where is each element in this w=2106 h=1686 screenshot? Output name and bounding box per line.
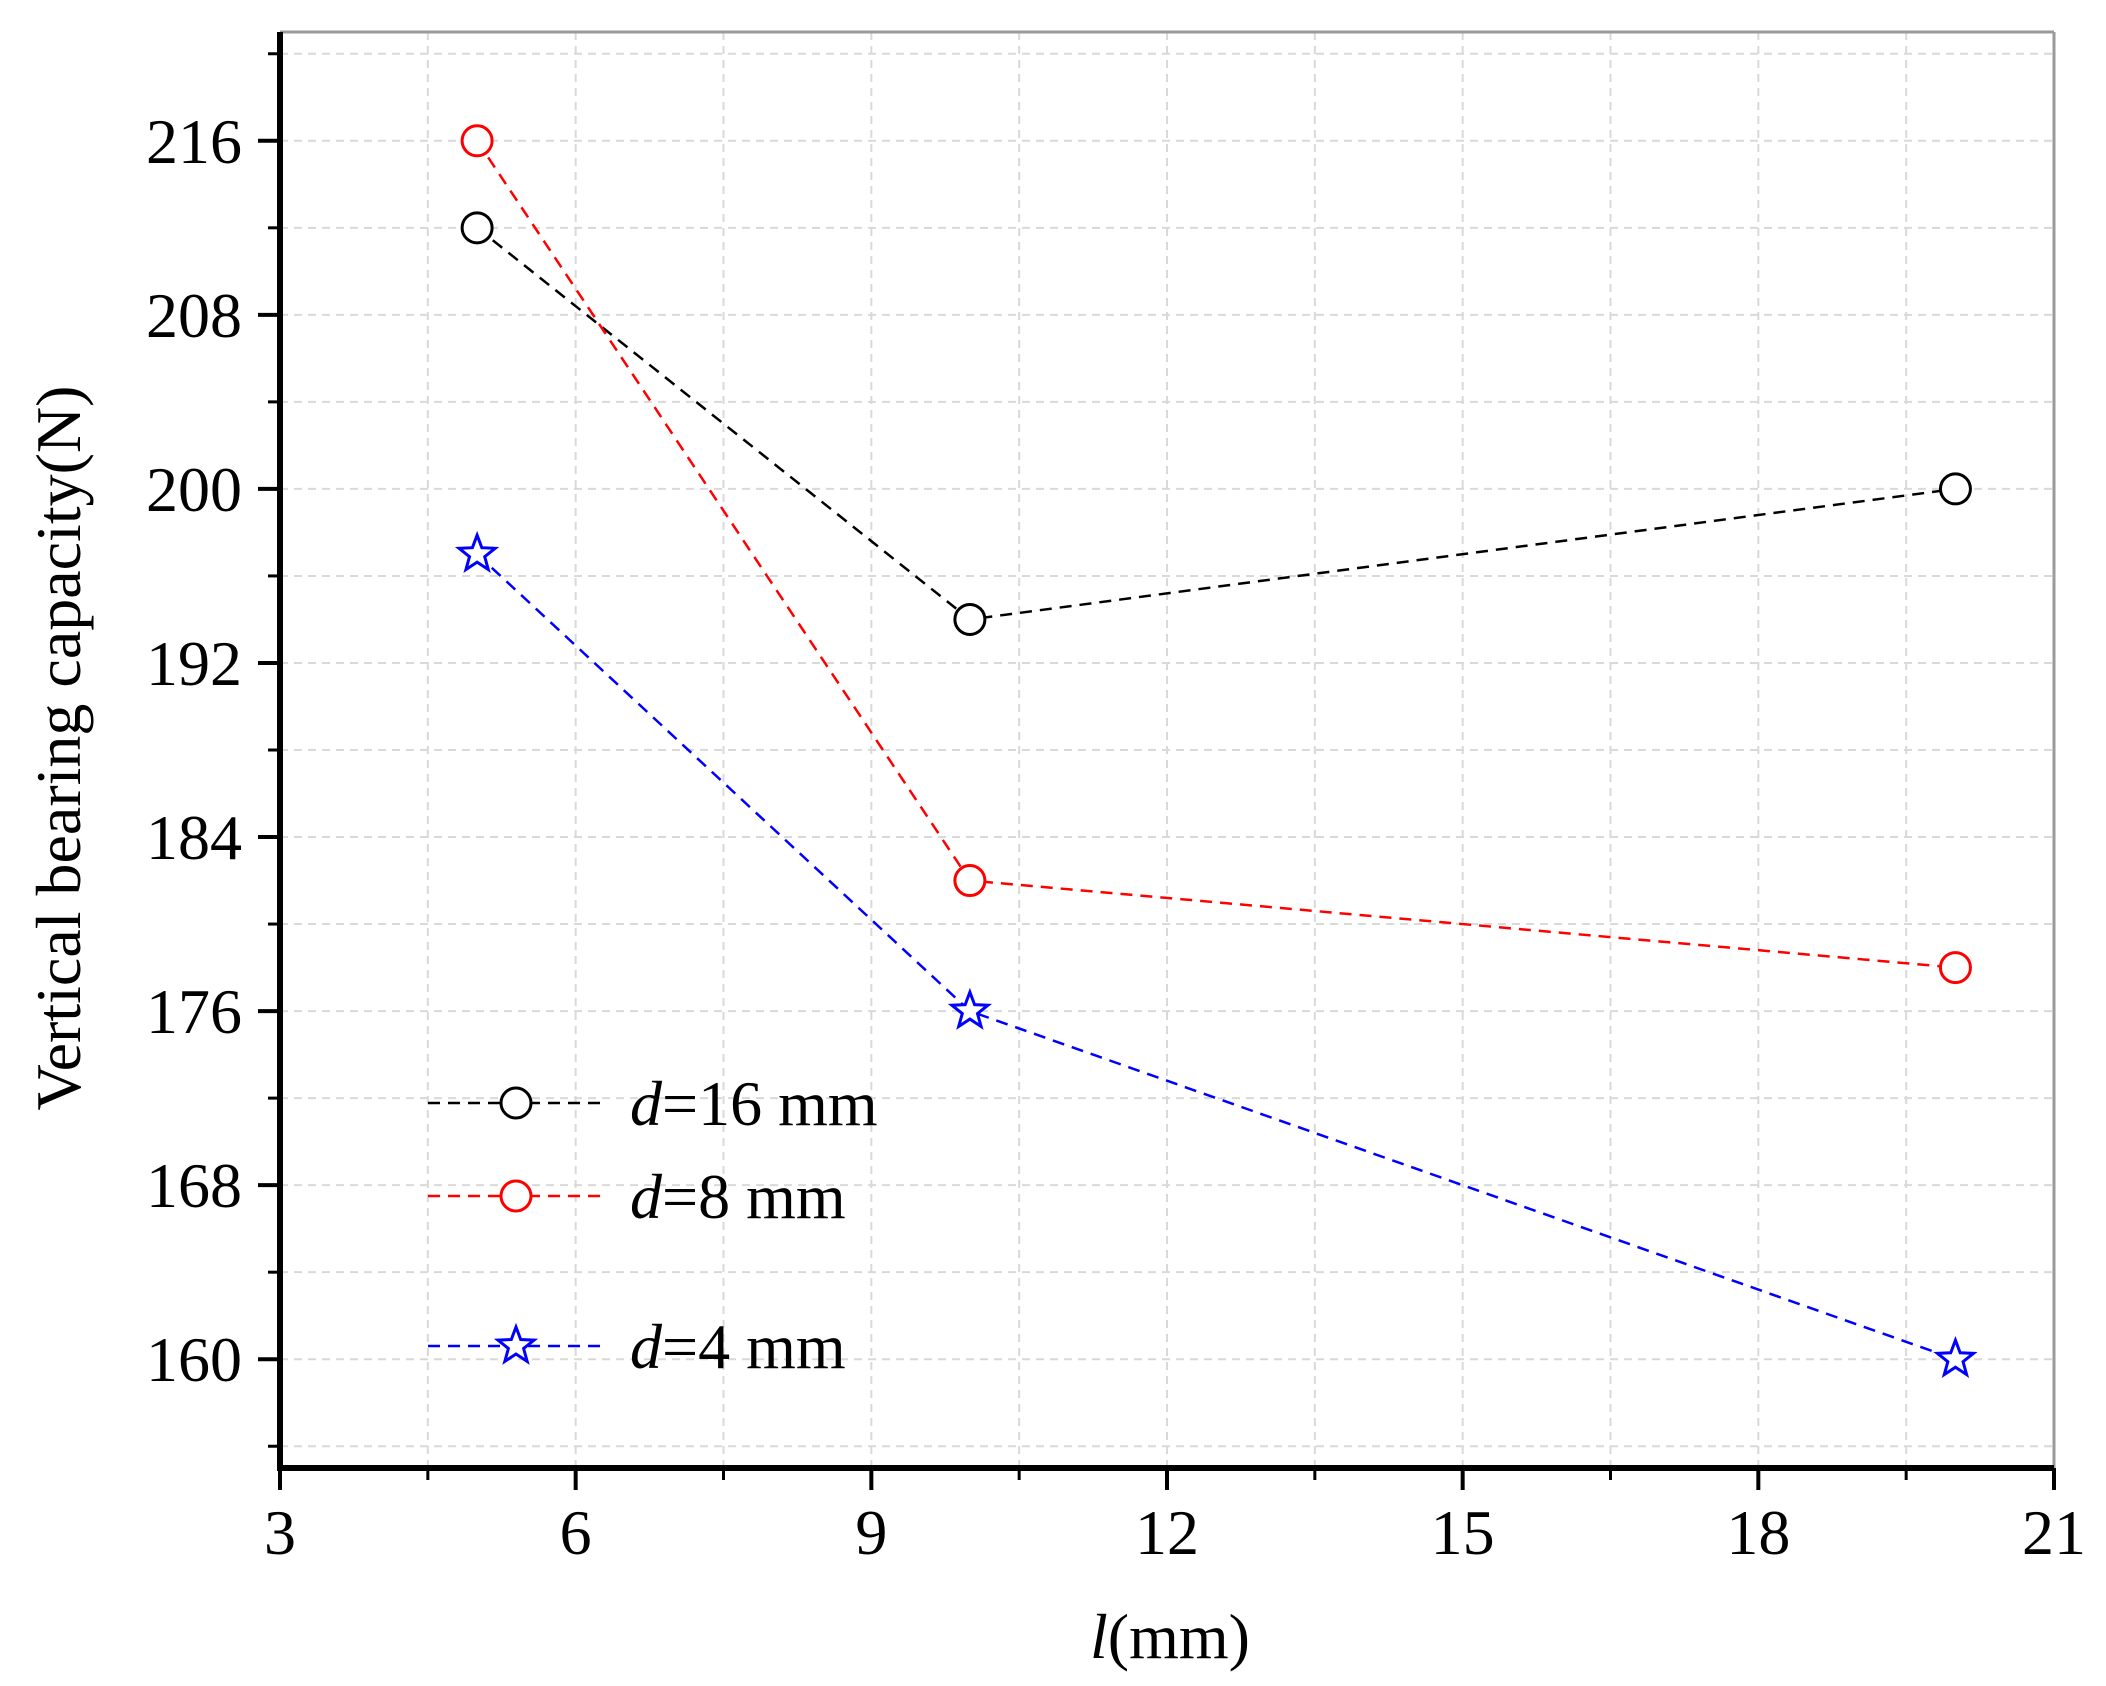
- legend-value: =8 mm: [662, 1161, 846, 1232]
- y-tick-label: 184: [146, 802, 242, 873]
- grid: [280, 32, 2054, 1468]
- series-0: [460, 211, 1972, 636]
- data-point: [460, 211, 494, 245]
- data-point: [953, 602, 987, 636]
- x-axis-title: l(mm): [1090, 1601, 1250, 1672]
- data-point: [454, 530, 500, 574]
- data-point: [460, 124, 494, 158]
- x-tick-label: 15: [1431, 1497, 1495, 1568]
- y-tick-label: 200: [146, 454, 242, 525]
- data-point: [953, 864, 987, 898]
- y-tick-label: 208: [146, 280, 242, 351]
- x-axis-unit: (mm): [1108, 1601, 1250, 1672]
- y-tick-label: 160: [146, 1324, 242, 1395]
- series-2: [454, 530, 1978, 1379]
- y-tick-label: 216: [146, 106, 242, 177]
- y-tick-label: 176: [146, 976, 242, 1047]
- legend-label: d=4 mm: [630, 1311, 846, 1382]
- series-line: [476, 553, 1956, 1361]
- legend-variable: d: [630, 1068, 663, 1139]
- series-1: [460, 124, 1972, 985]
- legend-variable: d: [630, 1311, 663, 1382]
- legend-marker: [493, 1322, 539, 1365]
- legend-item-1: d=8 mm: [428, 1161, 846, 1232]
- data-point: [1933, 1335, 1978, 1379]
- data-point: [1938, 472, 1972, 506]
- legend-value: =16 mm: [662, 1068, 878, 1139]
- x-tick-label: 21: [2022, 1497, 2086, 1568]
- legend: d=16 mmd=8 mmd=4 mm: [428, 1068, 878, 1382]
- series-layer: [454, 124, 1978, 1379]
- y-tick-label: 168: [146, 1150, 242, 1221]
- x-axis-variable: l: [1090, 1601, 1108, 1672]
- x-tick-label: 6: [560, 1497, 592, 1568]
- ticks: [258, 52, 2056, 1490]
- data-point: [1938, 951, 1972, 985]
- legend-item-0: d=16 mm: [428, 1068, 878, 1139]
- legend-value: =4 mm: [662, 1311, 846, 1382]
- series-line: [476, 226, 1956, 621]
- y-tick-label: 192: [146, 628, 242, 699]
- y-axis-title: Vertical bearing capacity(N): [23, 386, 94, 1111]
- legend-item-2: d=4 mm: [428, 1311, 846, 1382]
- tick-labels: 3 6 9 12 15 18 21 160 168 176 184 192 200 208 216: [146, 106, 2086, 1568]
- x-tick-label: 18: [1726, 1497, 1790, 1568]
- data-point: [947, 987, 993, 1030]
- legend-label: d=8 mm: [630, 1161, 846, 1232]
- legend-variable: d: [630, 1161, 663, 1232]
- x-tick-label: 12: [1135, 1497, 1199, 1568]
- legend-marker: [499, 1086, 533, 1120]
- legend-marker: [499, 1179, 533, 1213]
- legend-label: d=16 mm: [630, 1068, 878, 1139]
- x-tick-label: 3: [264, 1497, 296, 1568]
- series-line: [476, 140, 1956, 969]
- x-tick-label: 9: [855, 1497, 887, 1568]
- axes: [277, 30, 2056, 1471]
